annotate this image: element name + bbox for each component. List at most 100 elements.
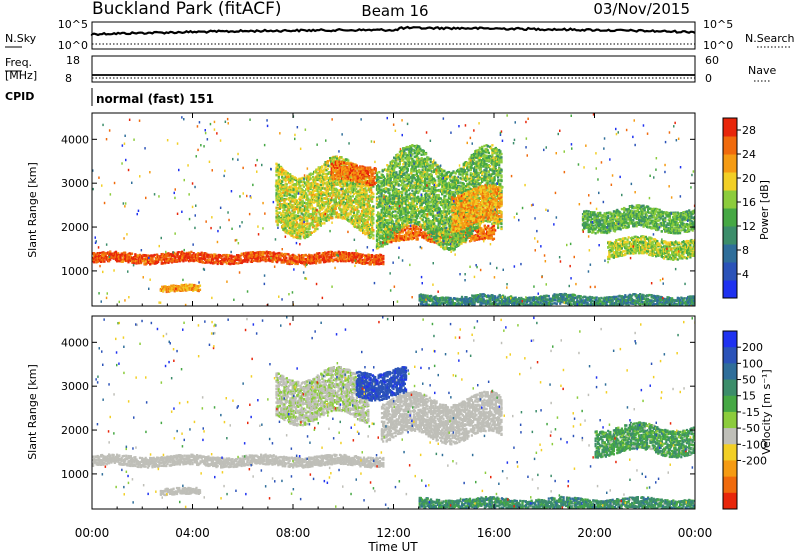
- data-cell: [363, 203, 366, 207]
- data-cell: [101, 251, 104, 254]
- data-cell: [314, 189, 317, 192]
- data-cell: [315, 171, 318, 174]
- data-cell: [331, 187, 334, 190]
- data-cell: [319, 196, 322, 199]
- data-cell: [343, 253, 346, 256]
- nsky-panel: N.Sky 10^5 10^0 N.Search 10^5 10^0: [5, 18, 795, 52]
- data-cell: [285, 256, 288, 260]
- data-cell: [307, 199, 310, 202]
- data-cell: [327, 181, 330, 184]
- data-cell: [313, 210, 316, 213]
- data-cell: [141, 256, 144, 260]
- data-cell: [321, 215, 324, 219]
- data-cell: [306, 207, 309, 211]
- data-cell: [319, 206, 322, 210]
- data-cell: [289, 193, 292, 196]
- data-cell: [482, 230, 485, 233]
- data-cell: [275, 189, 278, 192]
- data-cell: [313, 170, 316, 174]
- data-cell: [204, 261, 207, 264]
- data-cell: [305, 230, 308, 234]
- data-cell: [299, 223, 302, 226]
- data-cell: [322, 172, 325, 175]
- data-cell: [180, 286, 183, 289]
- data-cell: [372, 212, 375, 216]
- data-cell: [402, 226, 405, 230]
- data-cell: [276, 254, 279, 257]
- data-cell: [472, 235, 475, 238]
- data-cell: [278, 203, 281, 206]
- data-cell: [276, 221, 279, 224]
- data-cell: [318, 252, 321, 255]
- data-cell: [284, 204, 287, 207]
- data-cell: [239, 254, 242, 258]
- data-cell: [289, 257, 292, 261]
- data-cell: [325, 169, 328, 172]
- data-cell: [290, 197, 293, 201]
- data-cell: [301, 216, 304, 219]
- data-cell: [141, 254, 144, 258]
- data-cell: [336, 202, 340, 205]
- data-cell: [310, 204, 313, 207]
- data-cell: [256, 257, 259, 260]
- data-cell: [491, 238, 494, 241]
- data-cell: [397, 234, 400, 238]
- data-cell: [316, 257, 319, 261]
- data-cell: [491, 225, 494, 228]
- data-cell: [159, 289, 162, 292]
- data-cell: [127, 255, 130, 259]
- data-cell: [204, 256, 207, 260]
- data-cell: [221, 258, 224, 261]
- data-cell: [161, 258, 164, 261]
- data-cell: [491, 231, 494, 234]
- data-cell: [268, 259, 271, 262]
- data-cell: [215, 259, 218, 262]
- data-cell: [293, 231, 296, 235]
- data-cell: [367, 253, 370, 256]
- data-cell: [93, 255, 96, 258]
- data-cell: [184, 287, 187, 291]
- data-cell: [372, 205, 375, 208]
- data-cell: [294, 219, 297, 222]
- data-cell: [335, 257, 338, 260]
- data-cell: [325, 177, 328, 180]
- data-cell: [380, 259, 383, 262]
- data-cell: [279, 255, 282, 258]
- data-cell: [237, 262, 240, 265]
- data-cell: [280, 182, 283, 185]
- data-cell: [95, 256, 98, 259]
- data-cell: [351, 260, 354, 264]
- data-cell: [415, 224, 418, 227]
- data-cell: [354, 225, 357, 229]
- data-cell: [292, 219, 295, 222]
- data-cell: [305, 262, 308, 265]
- data-cell: [293, 185, 296, 189]
- data-cell: [157, 258, 160, 261]
- data-cell: [205, 252, 208, 255]
- data-cell: [296, 262, 299, 266]
- data-cell: [221, 254, 224, 258]
- data-cell: [289, 173, 292, 176]
- data-cell: [157, 255, 160, 258]
- data-cell: [220, 262, 223, 265]
- data-cell: [121, 255, 124, 258]
- data-cell: [346, 202, 349, 206]
- data-cell: [277, 182, 280, 186]
- data-cell: [409, 227, 412, 231]
- data-cell: [325, 196, 328, 199]
- data-cell: [189, 287, 192, 291]
- data-cell: [100, 260, 103, 263]
- data-cell: [299, 233, 302, 236]
- data-cell: [313, 253, 316, 257]
- data-cell: [141, 258, 144, 262]
- data-cell: [280, 212, 283, 215]
- data-cell: [337, 258, 340, 261]
- data-cell: [174, 256, 177, 259]
- data-cell: [318, 200, 321, 203]
- cpid-value: normal (fast) 151: [96, 92, 214, 106]
- data-cell: [237, 254, 240, 257]
- data-cell: [373, 263, 376, 266]
- data-cell: [313, 180, 316, 183]
- data-cell: [198, 284, 202, 287]
- data-cell: [310, 196, 313, 199]
